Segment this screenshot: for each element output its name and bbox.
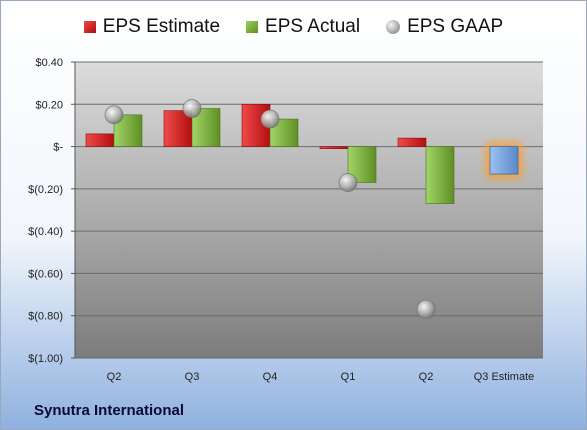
x-tick-label: Q2 bbox=[419, 371, 434, 383]
legend-item-gaap: EPS GAAP bbox=[386, 16, 503, 38]
y-tick-label: $(1.00) bbox=[28, 353, 63, 365]
bar-eps-estimate bbox=[397, 137, 427, 147]
legend-label-estimate: EPS Estimate bbox=[102, 16, 221, 37]
legend-item-estimate: EPS Estimate bbox=[83, 16, 221, 38]
plot-area bbox=[75, 62, 543, 358]
x-tick-label: Q2 bbox=[107, 371, 122, 383]
x-tick-label: Q3 bbox=[185, 371, 200, 383]
bar-eps-estimate bbox=[163, 110, 193, 147]
bar-eps-estimate bbox=[85, 133, 115, 147]
x-tick-label: Q3 Estimate bbox=[474, 371, 535, 383]
y-tick-label: $(0.80) bbox=[28, 311, 63, 323]
bar-eps-estimate bbox=[319, 146, 349, 149]
y-tick-label: $0.20 bbox=[35, 99, 63, 111]
legend-swatch-actual bbox=[246, 21, 259, 33]
bar-future-estimate bbox=[489, 146, 519, 175]
y-tick-label: $(0.20) bbox=[28, 184, 63, 196]
x-tick-label: Q1 bbox=[341, 371, 356, 383]
y-tick-label: $- bbox=[53, 142, 63, 154]
x-tick-label: Q4 bbox=[263, 371, 278, 383]
y-tick-label: $(0.40) bbox=[28, 226, 63, 238]
legend-swatch-estimate bbox=[83, 21, 96, 33]
legend-label-gaap: EPS GAAP bbox=[407, 16, 504, 37]
legend-label-actual: EPS Actual bbox=[265, 16, 361, 37]
marker-eps-gaap bbox=[182, 99, 202, 118]
marker-eps-gaap bbox=[416, 300, 436, 319]
legend-swatch-gaap bbox=[386, 20, 401, 34]
company-name: Synutra International bbox=[34, 402, 185, 419]
marker-eps-gaap bbox=[104, 105, 124, 125]
y-tick-label: $(0.60) bbox=[28, 268, 63, 280]
chart-legend: EPS Estimate EPS Actual EPS GAAP bbox=[0, 16, 587, 38]
bar-eps-actual bbox=[269, 118, 299, 147]
marker-eps-gaap bbox=[260, 109, 280, 129]
y-tick-label: $0.40 bbox=[35, 57, 63, 69]
bar-eps-actual bbox=[425, 146, 455, 204]
marker-eps-gaap bbox=[338, 173, 358, 192]
legend-item-actual: EPS Actual bbox=[246, 16, 360, 38]
